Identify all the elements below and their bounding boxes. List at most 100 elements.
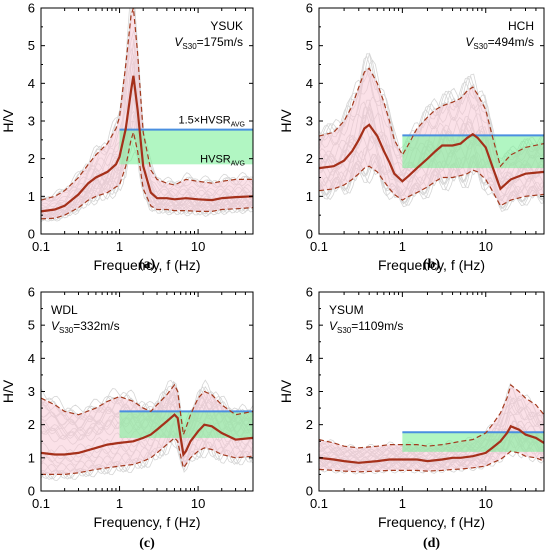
x-axis-label: Frequency, f (Hz)	[378, 257, 485, 273]
plot-area	[41, 8, 253, 223]
x-tick-label: 1	[116, 496, 123, 511]
y-tick-label: 3	[306, 384, 313, 399]
chart-panel-b: 0 1 2 3 4 5 6 0.1 1 10 Frequency, f (Hz) H/V (b) HCH V…	[278, 1, 545, 273]
x-tick-label: 1	[399, 239, 406, 254]
std-lower-line	[41, 130, 253, 220]
x-tick-label: 0.1	[310, 496, 328, 511]
std-lower-line	[41, 437, 253, 475]
threshold-annotation-sub: AVG	[231, 122, 245, 129]
site-name: HCH	[508, 19, 534, 33]
vs30-subscript: S30	[182, 42, 197, 51]
y-tick-label: 6	[28, 1, 35, 16]
y-tick-label: 3	[306, 114, 313, 129]
vs30-label: VS30=494m/s	[465, 35, 534, 51]
y-tick-label: 6	[306, 285, 313, 300]
x-axis-label: Frequency, f (Hz)	[378, 514, 485, 530]
plot-area	[319, 382, 544, 475]
individual-hvsr-curve	[41, 432, 253, 482]
site-name: YSUM	[329, 303, 364, 317]
y-tick-label: 3	[28, 114, 35, 129]
y-tick-label: 1	[28, 189, 35, 204]
y-tick-label: 3	[28, 384, 35, 399]
panel-label: (b)	[423, 257, 440, 272]
y-tick-label: 5	[28, 318, 35, 333]
vs30-label: VS30=1109m/s	[329, 319, 403, 335]
y-axis-label: H/V	[278, 109, 294, 133]
site-name: YSUK	[210, 19, 243, 33]
y-tick-label: 4	[306, 76, 313, 91]
hvsr-avg-region	[119, 411, 253, 438]
chart-panel-a: 0 1 2 3 4 5 6 0.1 1 10 Frequency, f (Hz) H/V (a) YSUK…	[0, 1, 254, 273]
threshold-annotation: 1.5×HVSRAVG	[178, 115, 245, 129]
hvsr-avg-region	[402, 432, 544, 452]
std-lower-line	[319, 165, 544, 207]
average-annotation-main: HVSR	[200, 153, 231, 165]
x-tick-label: 0.1	[32, 496, 50, 511]
vs30-symbol: V	[329, 319, 338, 333]
vs30-subscript: S30	[59, 326, 74, 335]
vs30-value: =175m/s	[197, 35, 243, 49]
plot-area	[319, 52, 544, 213]
y-tick-label: 2	[28, 151, 35, 166]
x-tick-label: 10	[191, 496, 205, 511]
y-tick-label: 2	[306, 151, 313, 166]
average-annotation: HVSRAVG	[200, 153, 245, 167]
vs30-value: =494m/s	[488, 35, 534, 49]
y-tick-label: 1	[28, 450, 35, 465]
y-axis-label: H/V	[278, 379, 294, 403]
x-axis-label: Frequency, f (Hz)	[93, 514, 200, 530]
mean-hvsr-line	[41, 413, 253, 458]
std-upper-line	[319, 67, 544, 168]
std-band	[41, 8, 253, 219]
panel-label: (d)	[423, 536, 440, 551]
std-upper-line	[41, 8, 253, 201]
y-tick-label: 4	[28, 351, 35, 366]
vs30-value: =1109m/s	[351, 319, 403, 333]
vs30-symbol: V	[51, 319, 60, 333]
y-tick-label: 5	[28, 38, 35, 53]
std-lower-line	[319, 450, 544, 473]
x-tick-label: 1	[116, 239, 123, 254]
panel-label: (c)	[139, 536, 155, 551]
y-tick-label: 0	[28, 484, 35, 499]
y-tick-label: 0	[28, 227, 35, 242]
vs30-label: VS30=175m/s	[174, 35, 243, 51]
y-axis-label: H/V	[0, 379, 16, 403]
y-tick-label: 0	[306, 227, 313, 242]
chart-panel-d: 0 1 2 3 4 5 6 0.1 1 10 Frequency, f (Hz) H/V (d) YSUM…	[278, 285, 545, 551]
x-tick-label: 10	[478, 496, 492, 511]
y-tick-label: 5	[306, 38, 313, 53]
x-axis-label: Frequency, f (Hz)	[93, 257, 200, 273]
y-tick-label: 5	[306, 318, 313, 333]
plot-area	[41, 379, 253, 482]
threshold-annotation-main: 1.5×HVSR	[178, 115, 230, 127]
site-name: WDL	[51, 303, 78, 317]
y-tick-label: 6	[306, 1, 313, 16]
y-axis-label: H/V	[0, 109, 16, 133]
vs30-label: VS30=332m/s	[51, 319, 120, 335]
std-upper-line	[41, 383, 253, 435]
vs30-value: =332m/s	[73, 319, 119, 333]
vs30-symbol: V	[465, 35, 474, 49]
x-tick-label: 0.1	[32, 239, 50, 254]
x-tick-label: 0.1	[310, 239, 328, 254]
hvsr-avg-region	[402, 135, 544, 169]
y-tick-label: 1	[306, 189, 313, 204]
y-tick-label: 4	[28, 76, 35, 91]
x-tick-label: 10	[478, 239, 492, 254]
y-tick-label: 0	[306, 484, 313, 499]
x-tick-label: 10	[191, 239, 205, 254]
panel-label: (a)	[139, 257, 156, 272]
std-upper-line	[319, 383, 544, 449]
average-annotation-sub: AVG	[231, 160, 245, 167]
y-tick-label: 6	[28, 285, 35, 300]
mean-hvsr-line	[319, 424, 544, 464]
y-tick-label: 2	[306, 417, 313, 432]
mean-hvsr-line	[319, 123, 544, 191]
chart-panel-c: 0 1 2 3 4 5 6 0.1 1 10 Frequency, f (Hz) H/V (c) WDL V…	[0, 285, 254, 551]
y-tick-label: 1	[306, 450, 313, 465]
vs30-symbol: V	[174, 35, 183, 49]
mean-hvsr-line	[41, 75, 253, 213]
x-tick-label: 1	[399, 496, 406, 511]
